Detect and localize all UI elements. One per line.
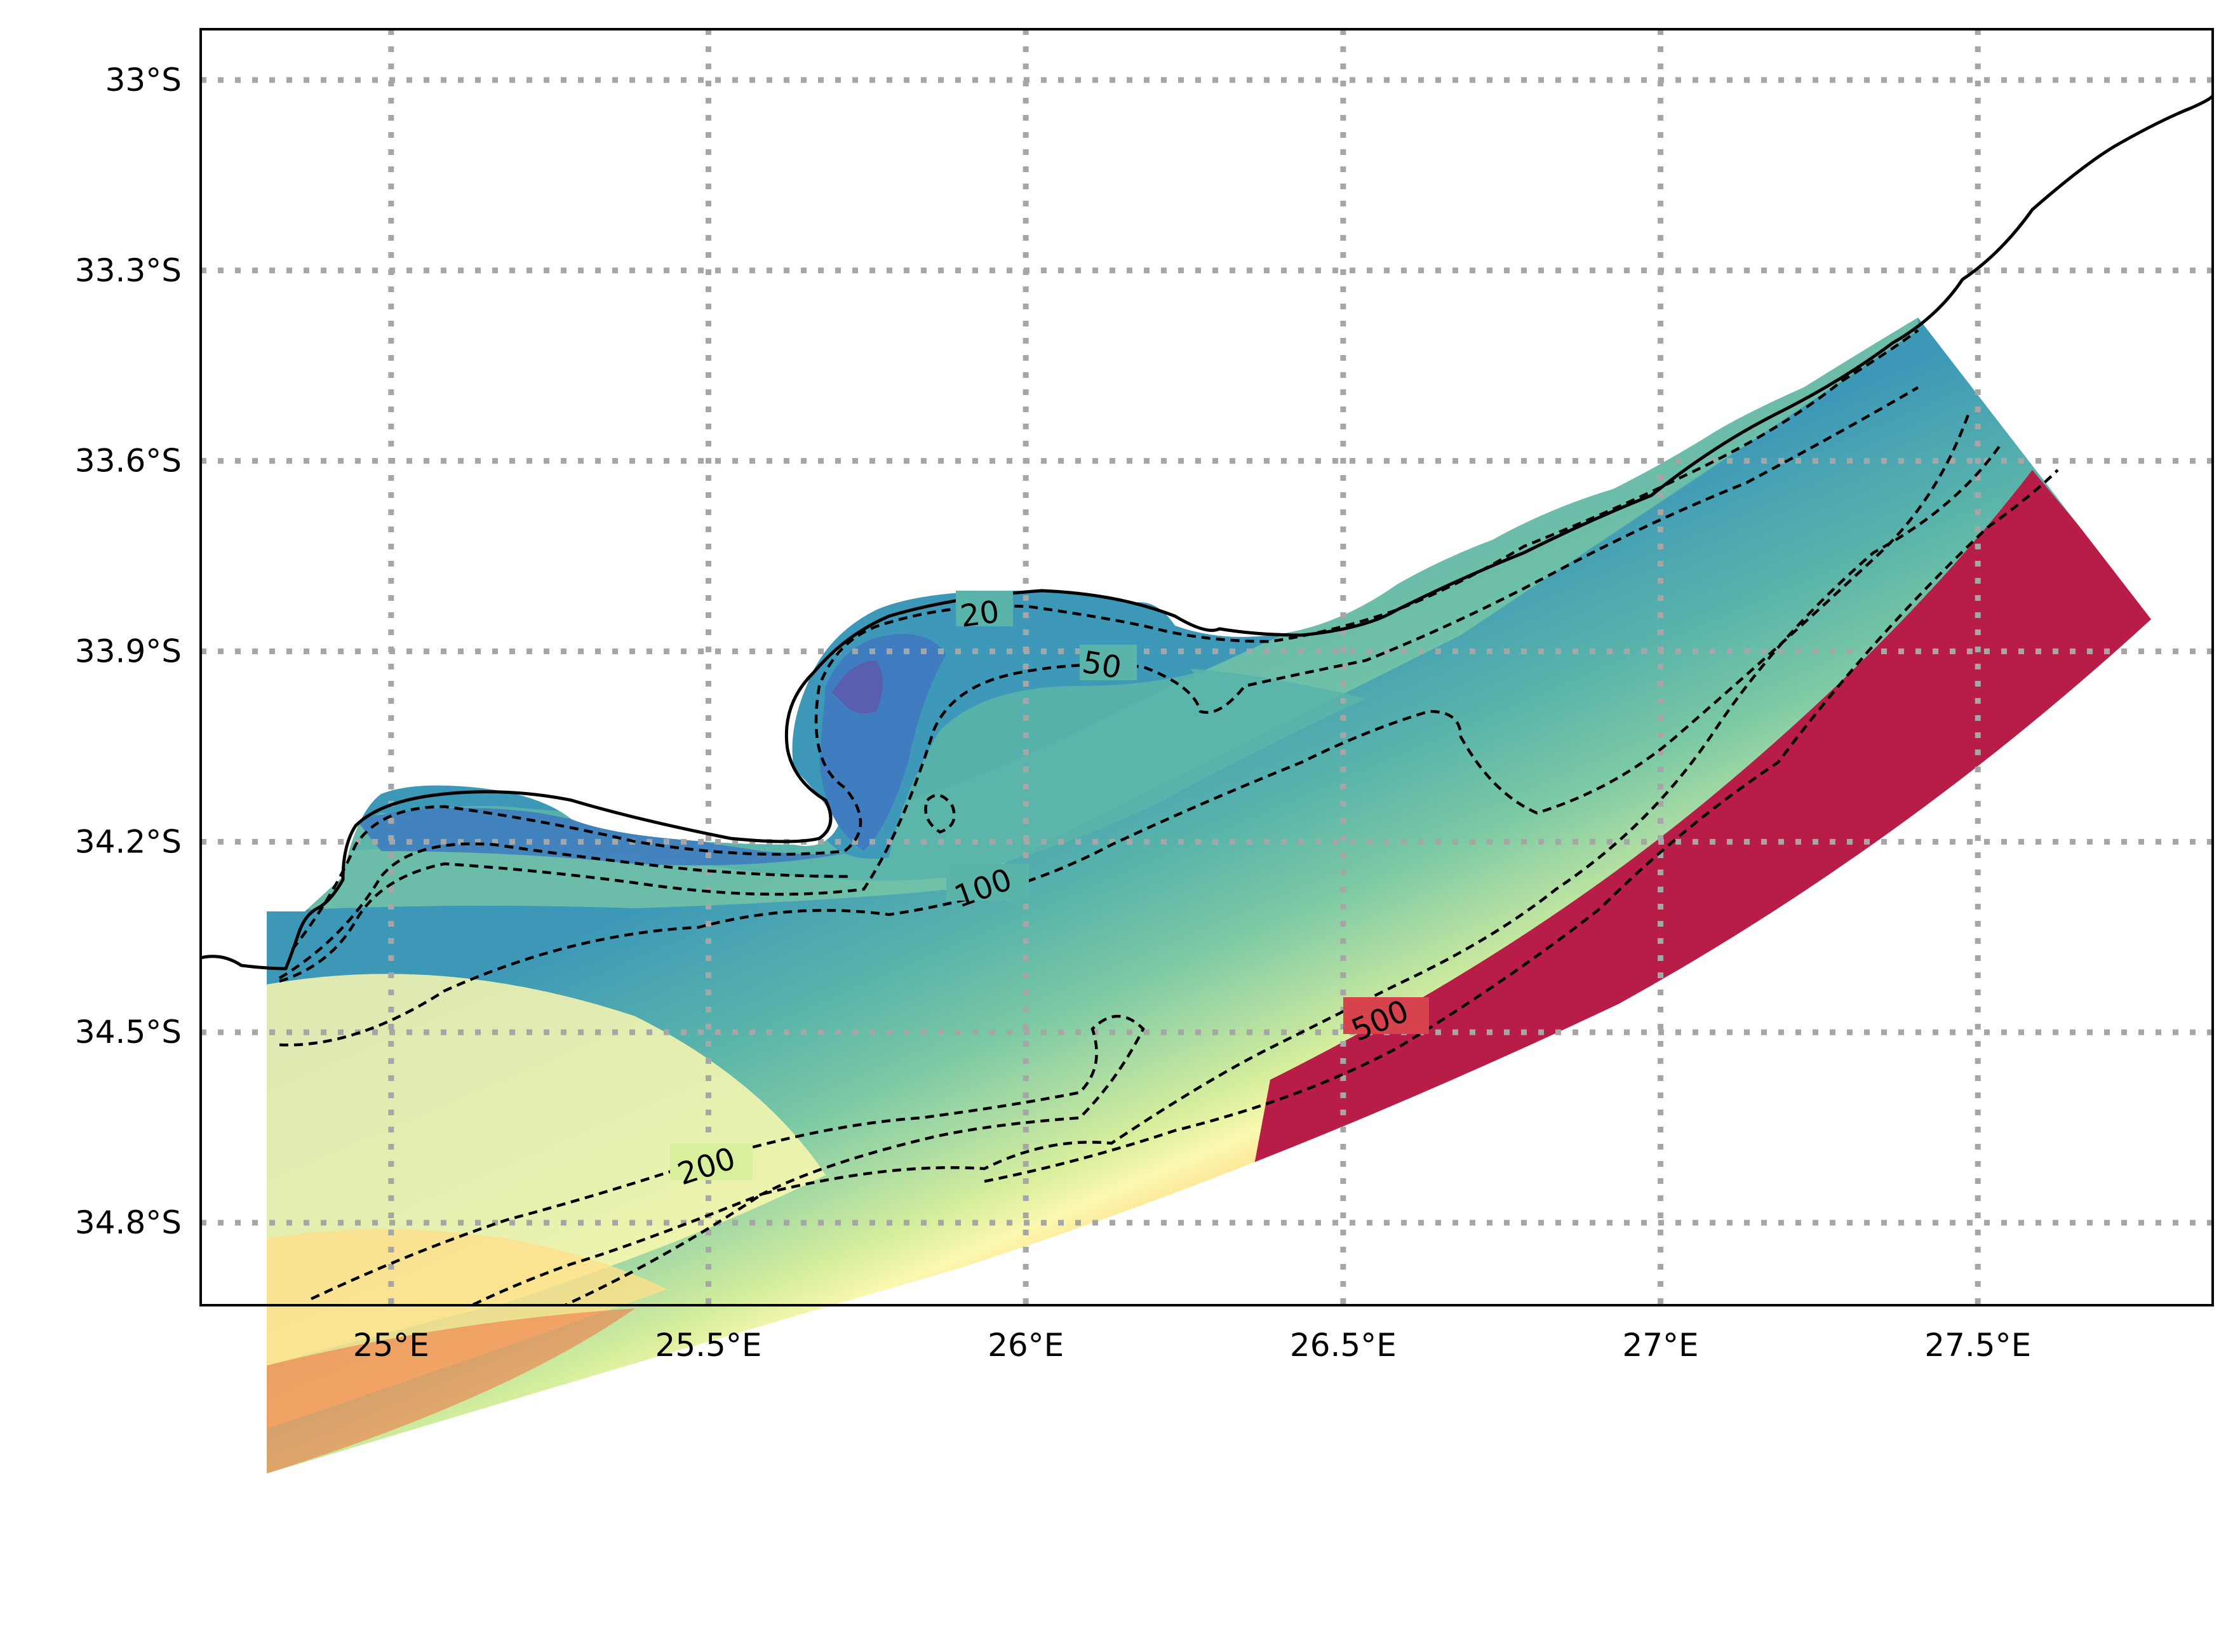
contour-labels: 20 50 100 200 500 xyxy=(670,591,1429,1192)
contour-1000 xyxy=(984,469,2059,1183)
depth-contours xyxy=(278,329,2059,1305)
contour-200 xyxy=(311,1014,1145,1305)
y-tick-label: 34.5°S xyxy=(75,1014,182,1051)
bathymetry-field xyxy=(267,318,2151,1474)
y-axis-ticks: 33°S 33.3°S 33.6°S 33.9°S 34.2°S 34.5°S 34.8°S xyxy=(75,62,182,1241)
y-tick-label: 33.9°S xyxy=(75,633,182,670)
y-tick-label: 33.6°S xyxy=(75,443,182,480)
plot-frame xyxy=(199,28,2214,1306)
y-tick-label: 33.3°S xyxy=(75,252,182,289)
x-tick-label: 26°E xyxy=(988,1327,1064,1364)
contour-50 xyxy=(279,386,1919,983)
y-tick-label: 34.2°S xyxy=(75,823,182,860)
x-tick-label: 26.5°E xyxy=(1290,1327,1397,1364)
contour-50-loop xyxy=(924,793,956,834)
contour-500 xyxy=(561,443,2002,1305)
y-tick-label: 33°S xyxy=(105,62,182,98)
x-tick-label: 27.5°E xyxy=(1924,1327,2031,1364)
contour-label-50: 50 xyxy=(1080,644,1124,686)
x-axis-ticks: 25°E 25.5°E 26°E 26.5°E 27°E 27.5°E xyxy=(353,1327,2031,1364)
contour-label-20: 20 xyxy=(958,594,1002,635)
x-tick-label: 25.5°E xyxy=(655,1327,762,1364)
y-tick-label: 34.8°S xyxy=(75,1204,182,1241)
gridlines xyxy=(201,29,2213,1305)
contour-100 xyxy=(279,412,1971,1047)
x-tick-label: 27°E xyxy=(1622,1327,1698,1364)
x-tick-label: 25°E xyxy=(353,1327,429,1364)
coastline xyxy=(201,95,2213,970)
